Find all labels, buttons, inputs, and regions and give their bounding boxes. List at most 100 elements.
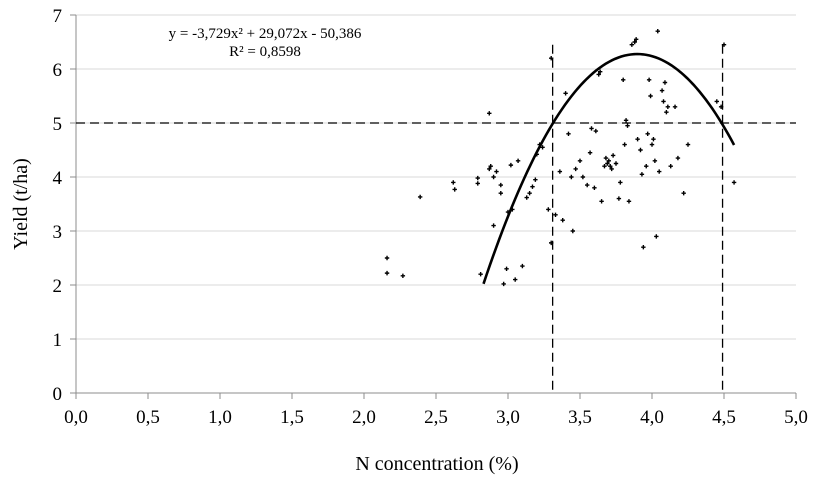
equation-annotation: y = -3,729x² + 29,072x - 50,386 xyxy=(169,26,362,42)
data-point xyxy=(655,29,660,34)
data-point xyxy=(639,172,645,177)
data-point xyxy=(675,155,681,161)
data-point xyxy=(645,131,650,136)
data-point xyxy=(652,158,658,163)
x-tick-label-0,0: 0,0 xyxy=(64,407,88,428)
data-point xyxy=(664,110,669,115)
data-point xyxy=(498,191,503,196)
data-point xyxy=(714,99,719,104)
data-point xyxy=(546,207,551,212)
data-point xyxy=(384,255,390,261)
data-point xyxy=(638,147,643,153)
data-point xyxy=(629,42,635,47)
x-tick-label-3,5: 3,5 xyxy=(568,407,592,428)
data-point xyxy=(662,80,668,85)
data-point xyxy=(721,42,727,47)
data-point xyxy=(563,91,568,96)
data-point xyxy=(515,158,521,163)
data-point xyxy=(649,142,655,147)
y-tick-label-4: 4 xyxy=(53,168,63,189)
data-point xyxy=(602,164,607,169)
x-tick-label-3,0: 3,0 xyxy=(496,407,520,428)
data-point xyxy=(498,182,503,188)
x-tick-label-0,5: 0,5 xyxy=(136,407,160,428)
y-axis-title: Yield (t/ha) xyxy=(10,158,32,250)
data-point xyxy=(494,169,499,174)
data-point xyxy=(592,185,597,190)
data-point xyxy=(491,174,496,180)
data-point xyxy=(625,123,630,128)
gridlines xyxy=(76,14,796,340)
data-point xyxy=(527,191,532,196)
x-axis-title: N concentration (%) xyxy=(355,453,518,475)
data-point xyxy=(633,37,639,42)
data-point xyxy=(603,155,609,161)
data-point xyxy=(513,277,518,282)
data-point xyxy=(587,150,593,155)
data-point xyxy=(661,99,666,104)
data-point xyxy=(685,142,691,147)
r-squared-annotation: R² = 0,8598 xyxy=(229,44,301,60)
y-tick-label-0: 0 xyxy=(53,384,63,405)
data-point xyxy=(616,196,622,201)
data-point xyxy=(608,164,613,169)
data-point xyxy=(452,187,457,192)
data-point xyxy=(487,166,492,172)
y-tick-label-2: 2 xyxy=(53,276,63,297)
data-point xyxy=(569,174,574,180)
data-point xyxy=(504,266,509,271)
data-point xyxy=(417,194,423,200)
data-point xyxy=(622,142,627,147)
data-point xyxy=(606,158,611,163)
data-point xyxy=(632,39,637,45)
data-point xyxy=(659,88,665,93)
data-point xyxy=(654,234,659,239)
data-point xyxy=(635,137,640,142)
data-point xyxy=(524,195,529,200)
data-point xyxy=(553,212,558,217)
data-point xyxy=(475,181,480,186)
data-point xyxy=(577,158,583,163)
data-point xyxy=(549,240,554,246)
reference-lines xyxy=(76,44,796,393)
data-point xyxy=(478,272,483,277)
data-point xyxy=(672,104,678,109)
x-tick-label-4,0: 4,0 xyxy=(640,407,664,428)
y-tick-label-5: 5 xyxy=(53,114,63,135)
data-point xyxy=(451,180,456,185)
axes xyxy=(70,14,797,399)
data-point xyxy=(605,161,610,166)
data-point xyxy=(491,223,496,228)
y-tick-label-6: 6 xyxy=(53,60,63,81)
data-point xyxy=(560,218,565,223)
data-point xyxy=(533,177,538,182)
tick-labels: 0 1 2 3 4 5 6 7 0,0 0,5 1,0 1,5 2,0 2,5 3,0 3,5 4,0 4,5 5,… xyxy=(53,6,808,428)
trendline-curve xyxy=(482,52,736,285)
data-point xyxy=(641,245,646,250)
data-point xyxy=(599,199,604,204)
x-tick-label-2,5: 2,5 xyxy=(424,407,448,428)
data-point xyxy=(618,180,623,185)
data-point xyxy=(648,93,653,99)
data-point xyxy=(610,153,616,158)
x-tick-label-1,0: 1,0 xyxy=(208,407,232,428)
data-point xyxy=(646,77,652,82)
data-point xyxy=(626,199,632,204)
data-point xyxy=(501,281,506,287)
x-tick-label-1,5: 1,5 xyxy=(280,407,304,428)
data-point xyxy=(557,169,563,174)
data-point xyxy=(580,174,586,180)
data-point xyxy=(644,164,649,169)
x-tick-label-4,5: 4,5 xyxy=(712,407,736,428)
data-point xyxy=(621,77,626,82)
data-point xyxy=(597,69,603,74)
data-point xyxy=(589,126,594,131)
data-point xyxy=(681,191,686,196)
data-point xyxy=(718,104,724,109)
data-point xyxy=(530,184,535,189)
data-point xyxy=(657,169,662,174)
data-point xyxy=(400,273,406,279)
data-point xyxy=(613,161,619,166)
